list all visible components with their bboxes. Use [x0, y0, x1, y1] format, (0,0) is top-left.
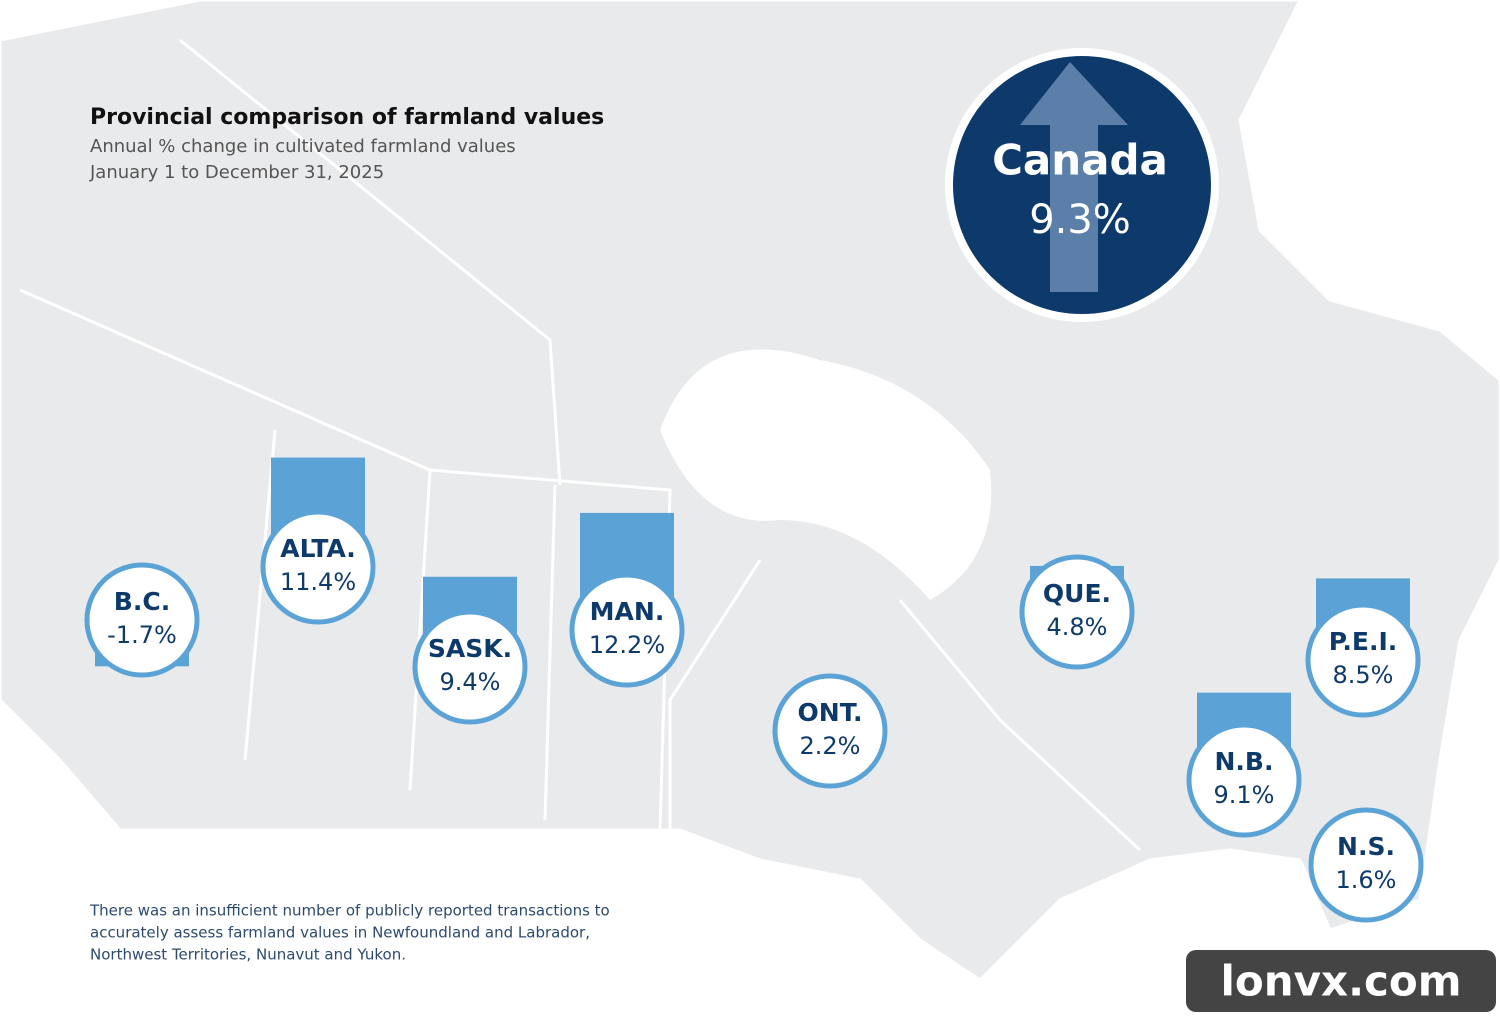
province-name: ONT.	[798, 698, 863, 727]
province-value: 1.6%	[1336, 866, 1397, 894]
province-value: 9.4%	[440, 668, 501, 696]
province-value: 2.2%	[800, 732, 861, 760]
province-circle	[569, 572, 685, 688]
canada-value: 9.3%	[1029, 197, 1131, 243]
province-name: P.E.I.	[1329, 627, 1398, 656]
province-name: N.B.	[1215, 747, 1274, 776]
province-name: MAN.	[590, 597, 665, 626]
note: There was an insufficient number of publ…	[89, 902, 610, 964]
period: January 1 to December 31, 2025	[89, 162, 384, 183]
province-value: 11.4%	[280, 568, 356, 596]
province-circle	[84, 562, 200, 678]
watermark-text: lonvx.com	[1220, 957, 1461, 1006]
province-name: SASK.	[428, 634, 512, 663]
canada-arrow	[1020, 62, 1128, 292]
note-line: accurately assess farmland values in New…	[90, 924, 590, 942]
province-circle	[772, 673, 888, 789]
province-name: N.S.	[1337, 832, 1395, 861]
province-value: 9.1%	[1214, 781, 1275, 809]
province-name: B.C.	[114, 587, 170, 616]
province-circle	[260, 509, 376, 625]
province-circle	[412, 609, 528, 725]
province-value: 12.2%	[589, 631, 665, 659]
province-name: QUE.	[1043, 579, 1111, 608]
canada-name: Canada	[992, 136, 1168, 185]
province-circle	[1305, 602, 1421, 718]
canada-badge: Canada 9.3%	[945, 48, 1219, 322]
province-circle	[1019, 554, 1135, 670]
note-line: Northwest Territories, Nunavut and Yukon…	[90, 946, 406, 964]
province-circle	[1308, 807, 1424, 923]
province-value: 4.8%	[1047, 613, 1108, 641]
subtitle: Annual % change in cultivated farmland v…	[90, 136, 516, 157]
province-value: 8.5%	[1333, 661, 1394, 689]
watermark: lonvx.com	[1186, 950, 1496, 1012]
province-value: -1.7%	[107, 621, 177, 649]
provinces: B.C. -1.7% ALTA. 11.4% SASK. 9.4% MAN. 12.2% ONT…	[84, 457, 1424, 923]
province-circle	[1186, 722, 1302, 838]
note-line: There was an insufficient number of publ…	[89, 902, 610, 920]
province-name: ALTA.	[280, 534, 356, 563]
title: Provincial comparison of farmland values	[90, 105, 604, 130]
